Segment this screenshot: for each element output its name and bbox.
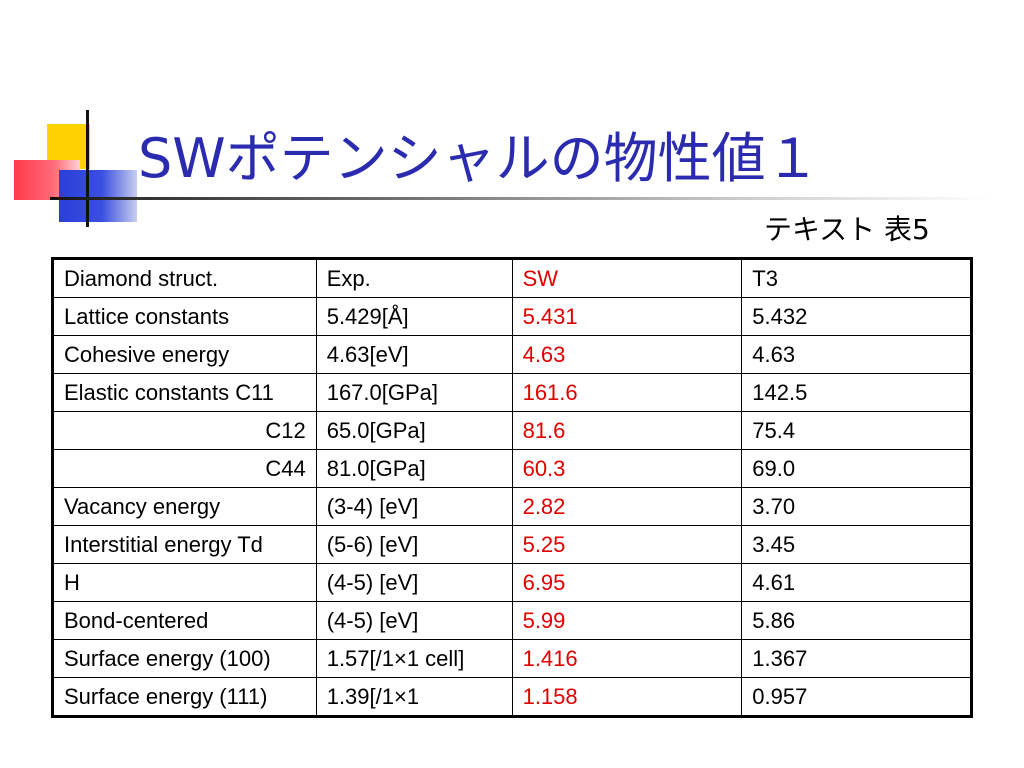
title-ornament-blue-bar (59, 170, 137, 222)
row-exp: 65.0[GPa] (315, 411, 513, 450)
header-exp: Exp. (315, 258, 513, 298)
row-sw: 1.158 (511, 677, 743, 717)
header-label: Diamond struct. (52, 258, 317, 298)
row-sw: 4.63 (511, 335, 743, 374)
row-exp: 4.63[eV] (315, 335, 513, 374)
table-header-row: Diamond struct. Exp. SW T3 (52, 258, 972, 298)
row-t3: 5.432 (741, 297, 972, 336)
row-t3: 0.957 (741, 677, 972, 717)
table-row: Surface energy (111) 1.39[/1×1 1.158 0.9… (52, 677, 972, 717)
row-sw: 6.95 (511, 563, 743, 602)
row-t3: 4.63 (741, 335, 972, 374)
row-label: Interstitial energy Td (52, 525, 317, 564)
table-row: Cohesive energy 4.63[eV] 4.63 4.63 (52, 335, 972, 374)
row-label: Cohesive energy (52, 335, 317, 374)
row-label: Vacancy energy (52, 487, 317, 526)
table-caption: テキスト 表5 (764, 213, 930, 246)
row-label: H (52, 563, 317, 602)
row-sw: 5.431 (511, 297, 743, 336)
row-t3: 3.45 (741, 525, 972, 564)
row-t3: 142.5 (741, 373, 972, 412)
row-exp: 1.39[/1×1 (315, 677, 513, 717)
header-sw: SW (511, 258, 743, 298)
row-label: Lattice constants (52, 297, 317, 336)
row-label: C44 (52, 449, 317, 488)
slide-title: SWポテンシャルの物性値１ (138, 127, 820, 190)
row-sw: 1.416 (511, 639, 743, 678)
row-t3: 3.70 (741, 487, 972, 526)
row-label: Elastic constants C11 (52, 373, 317, 412)
row-exp: (4-5) [eV] (315, 601, 513, 640)
row-t3: 69.0 (741, 449, 972, 488)
table-row: Surface energy (100) 1.57[/1×1 cell] 1.4… (52, 639, 972, 678)
title-ornament-vertical-line (86, 110, 89, 227)
table-row: C12 65.0[GPa] 81.6 75.4 (52, 411, 972, 450)
row-exp: (5-6) [eV] (315, 525, 513, 564)
row-exp: (4-5) [eV] (315, 563, 513, 602)
row-exp: 81.0[GPa] (315, 449, 513, 488)
row-t3: 75.4 (741, 411, 972, 450)
table-row: Vacancy energy (3-4) [eV] 2.82 3.70 (52, 487, 972, 526)
row-exp: (3-4) [eV] (315, 487, 513, 526)
properties-table: Diamond struct. Exp. SW T3 Lattice const… (51, 257, 973, 718)
row-sw: 5.99 (511, 601, 743, 640)
row-t3: 5.86 (741, 601, 972, 640)
row-sw: 81.6 (511, 411, 743, 450)
row-label: Bond-centered (52, 601, 317, 640)
row-exp: 5.429[Å] (315, 297, 513, 336)
table-row: Interstitial energy Td (5-6) [eV] 5.25 3… (52, 525, 972, 564)
row-label: Surface energy (100) (52, 639, 317, 678)
table-row: Elastic constants C11 167.0[GPa] 161.6 1… (52, 373, 972, 412)
row-exp: 167.0[GPa] (315, 373, 513, 412)
row-sw: 2.82 (511, 487, 743, 526)
table-row: Bond-centered (4-5) [eV] 5.99 5.86 (52, 601, 972, 640)
row-t3: 1.367 (741, 639, 972, 678)
row-sw: 5.25 (511, 525, 743, 564)
row-label: Surface energy (111) (52, 677, 317, 717)
table-row: C44 81.0[GPa] 60.3 69.0 (52, 449, 972, 488)
table-row: Lattice constants 5.429[Å] 5.431 5.432 (52, 297, 972, 336)
header-t3: T3 (741, 258, 972, 298)
row-label: C12 (52, 411, 317, 450)
row-exp: 1.57[/1×1 cell] (315, 639, 513, 678)
table-row: H (4-5) [eV] 6.95 4.61 (52, 563, 972, 602)
row-t3: 4.61 (741, 563, 972, 602)
row-sw: 60.3 (511, 449, 743, 488)
row-sw: 161.6 (511, 373, 743, 412)
title-underline (50, 197, 990, 200)
